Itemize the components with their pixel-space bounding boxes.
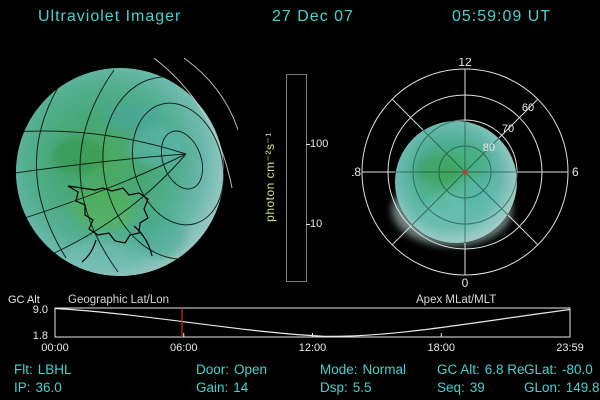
x-tick-1800: 18:00 xyxy=(427,342,455,354)
altitude-curve xyxy=(54,307,571,337)
gain-label: Gain: xyxy=(196,380,229,395)
coastline-contour xyxy=(67,185,153,263)
orbit-altitude-strip-chart: Geographic Lat/Lon Apex MLat/MLT GC Alt … xyxy=(8,294,584,354)
colorbar-tick-10-mark xyxy=(306,224,310,225)
door-label: Door: xyxy=(196,362,230,377)
mode-value: Normal xyxy=(362,362,407,377)
mlat-label-60: 60 xyxy=(522,102,534,114)
mode-label: Mode: xyxy=(320,362,358,377)
y-axis-title: GC Alt xyxy=(8,294,40,306)
glat-value: -80.0 xyxy=(562,362,593,377)
y-tick-min: 1.8 xyxy=(33,330,48,342)
flt-value: LBHL xyxy=(37,362,72,377)
mlat-label-70: 70 xyxy=(502,123,514,135)
status-row-1: Flt: LBHL Door: Open Mode: Normal GC Alt: 6.… xyxy=(0,362,600,378)
dsp-label: Dsp: xyxy=(320,380,348,395)
status-dsp: Dsp: 5.5 xyxy=(320,380,372,395)
mlt-label-12: 12 xyxy=(458,58,472,69)
status-flt: Flt: LBHL xyxy=(14,362,72,377)
glat-label: GLat: xyxy=(524,362,558,377)
door-value: Open xyxy=(234,362,268,377)
image-pixel-noise xyxy=(394,120,518,244)
glon-value: 149.8 xyxy=(565,380,600,395)
seq-label: Seq: xyxy=(437,380,465,395)
y-tick-max: 9.0 xyxy=(33,304,48,316)
colorbar-tick-100-mark xyxy=(306,144,310,145)
x-tick-marks xyxy=(183,333,442,337)
apex-panel-label: Apex MLat/MLT xyxy=(416,294,496,306)
ip-label: IP: xyxy=(14,380,31,395)
dsp-value: 5.5 xyxy=(352,380,372,395)
spacecraft-footprint-dot xyxy=(462,169,468,175)
glon-label: GLon: xyxy=(524,380,561,395)
gcalt-value: 6.8 Re xyxy=(484,362,525,377)
image-pixel-noise xyxy=(16,68,224,276)
colorbar-tick-10: 10 xyxy=(310,218,323,230)
flt-label: Flt: xyxy=(14,362,33,377)
status-gain: Gain: 14 xyxy=(196,380,248,395)
gain-value: 14 xyxy=(233,380,249,395)
limb-grid-arcs xyxy=(153,58,238,189)
x-tick-2359: 23:59 xyxy=(556,342,584,354)
mlat-label-80: 80 xyxy=(483,142,495,154)
geographic-uv-image-panel xyxy=(16,58,238,276)
ip-value: 36.0 xyxy=(35,380,62,395)
mlt-label-18: 18 xyxy=(352,165,361,179)
status-mode: Mode: Normal xyxy=(320,362,406,377)
x-tick-labels: 00:00 06:00 12:00 18:00 23:59 xyxy=(41,342,584,354)
colorbar xyxy=(286,74,307,282)
status-gcalt: GC Alt: 6.8 Re xyxy=(437,362,525,377)
gcalt-label: GC Alt: xyxy=(437,362,480,377)
seq-value: 39 xyxy=(469,380,485,395)
status-row-2: IP: 36.0 Gain: 14 Dsp: 5.5 Seq: 39 GLon: 149.… xyxy=(0,380,600,396)
colorbar-tick-100: 100 xyxy=(310,138,329,150)
status-ip: IP: 36.0 xyxy=(14,380,62,395)
app-title: Ultraviolet Imager xyxy=(38,8,182,25)
apex-polar-panel: 12 18 6 0 60 70 80 xyxy=(352,58,579,290)
mlt-label-0: 0 xyxy=(462,276,469,290)
status-glon: GLon: 149.8 xyxy=(524,380,600,395)
status-seq: Seq: 39 xyxy=(437,380,485,395)
x-tick-0600: 06:00 xyxy=(170,342,198,354)
status-door: Door: Open xyxy=(196,362,267,377)
geo-panel-label: Geographic Lat/Lon xyxy=(68,294,169,306)
chart-frame xyxy=(54,307,571,338)
x-tick-0000: 00:00 xyxy=(41,342,69,354)
status-glat: GLat: -80.0 xyxy=(524,362,593,377)
mlt-label-6: 6 xyxy=(572,165,579,179)
colorbar-unit-label: photon cm⁻²s⁻¹ xyxy=(263,132,277,222)
x-tick-1200: 12:00 xyxy=(299,342,327,354)
date-display: 27 Dec 07 xyxy=(272,8,354,25)
time-display: 05:59:09 UT xyxy=(452,8,552,25)
